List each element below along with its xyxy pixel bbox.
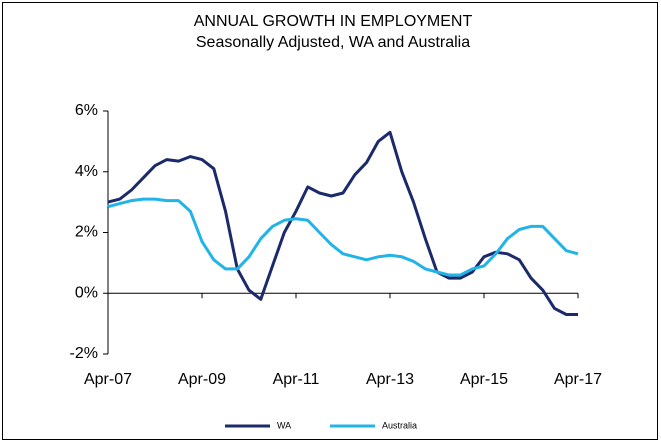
x-tick-label: Apr-07 (84, 371, 132, 388)
x-tick-label: Apr-13 (366, 371, 414, 388)
series-line (107, 197, 579, 277)
chart-title: ANNUAL GROWTH IN EMPLOYMENT (194, 13, 473, 30)
legend-label: Australia (382, 420, 417, 430)
y-tick-label: 2% (75, 224, 98, 241)
x-tick-label: Apr-11 (273, 371, 320, 388)
chart-frame (2, 2, 658, 440)
x-tick-label: Apr-09 (178, 371, 226, 388)
y-tick-label: 6% (75, 102, 98, 119)
chart-subtitle: Seasonally Adjusted, WA and Australia (196, 34, 470, 51)
y-tick-label: 4% (75, 163, 98, 180)
x-tick-label: Apr-15 (460, 371, 508, 388)
series-line (107, 130, 578, 316)
x-tick-label: Apr-17 (554, 371, 602, 388)
y-tick-label: 0% (75, 284, 98, 301)
y-tick-label: -2% (70, 345, 98, 362)
legend-label: WA (277, 420, 291, 430)
